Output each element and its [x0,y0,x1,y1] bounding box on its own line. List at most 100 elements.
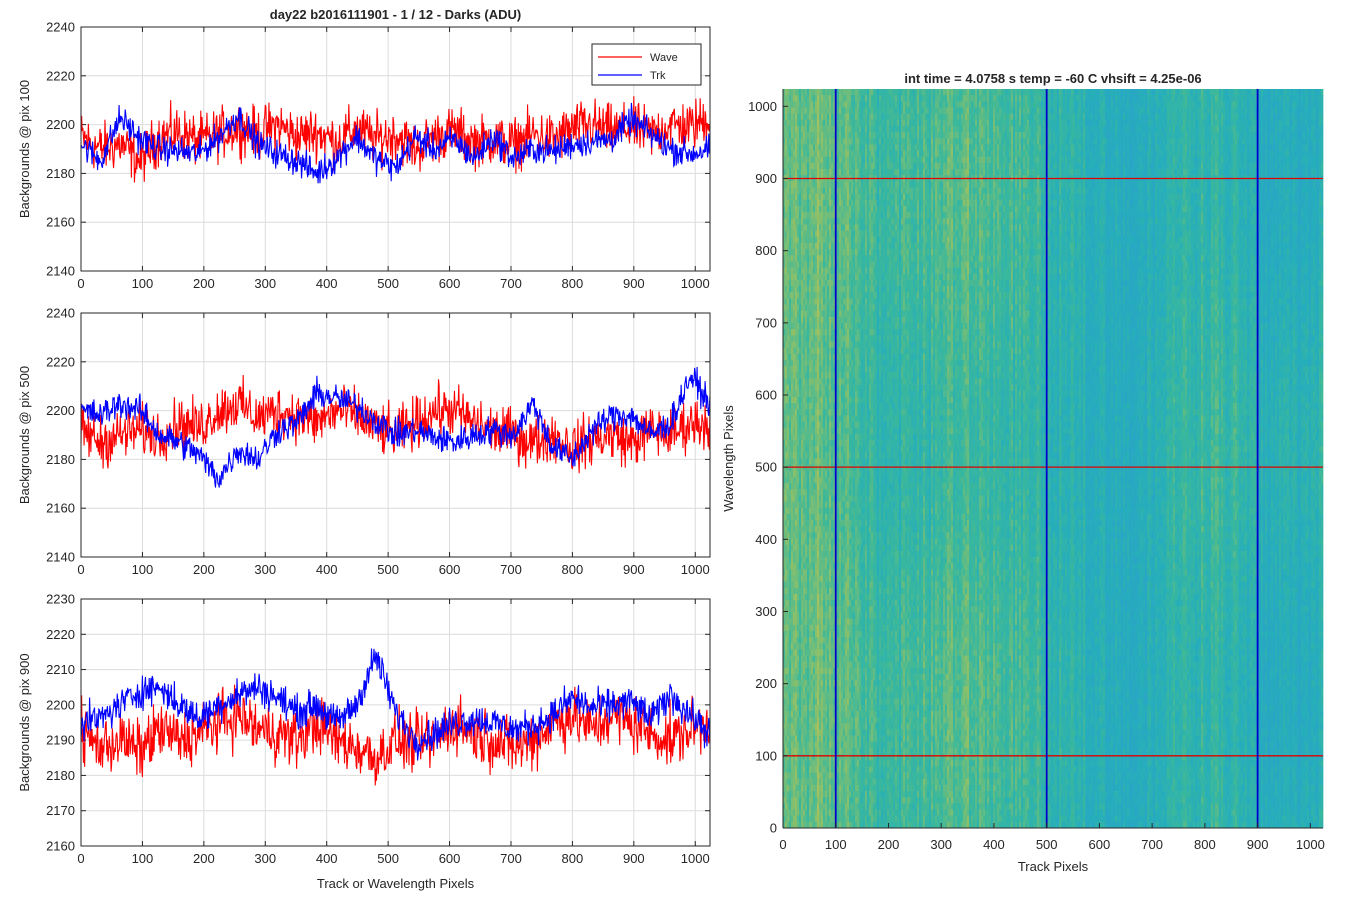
x-tick-label: 800 [1194,837,1216,852]
y-tick-label: 300 [755,604,777,619]
x-tick-label: 0 [77,562,84,577]
x-tick-label: 600 [439,851,461,866]
panel-pix-100: 0 100 200 300 400 500 600 700 800 900 1000 2140 2160… [17,20,711,291]
x-tick-label: 0 [77,276,84,291]
x-tick-label: 1000 [681,276,710,291]
y-tick-label: 2180 [46,452,75,467]
series-line-trk [81,648,710,761]
axes-frame [80,312,711,558]
heatmap-cells [783,89,1324,829]
y-axis-label: Backgrounds @ pix 100 [17,80,32,218]
y-tick-label: 2160 [46,501,75,516]
y-tick-label: 200 [755,676,777,691]
x-tick-label: 800 [562,851,584,866]
y-tick-label: 2200 [46,403,75,418]
x-tick-label: 300 [930,837,952,852]
x-tick-label: 400 [316,851,338,866]
y-axis-label: Wavelength Pixels [721,405,736,512]
x-tick-label: 600 [439,562,461,577]
x-tick-label: 800 [562,276,584,291]
legend-label-wave: Wave [650,52,678,64]
series-line-wave [81,684,710,786]
x-tick-label: 300 [254,851,276,866]
y-tick-label: 400 [755,532,777,547]
x-tick-label: 400 [316,562,338,577]
y-tick-label: 2200 [46,117,75,132]
x-tick-label: 900 [623,562,645,577]
x-tick-label: 500 [377,562,399,577]
x-tick-label: 500 [1036,837,1058,852]
y-tick-label: 2180 [46,768,75,783]
panels: 0 100 200 300 400 500 600 700 800 900 100021402160… [17,20,1325,892]
x-tick-label: 0 [77,851,84,866]
y-tick-label: 2160 [46,839,75,854]
series-line-trk [81,102,710,184]
x-tick-label: 200 [193,562,215,577]
x-tick-label: 800 [562,562,584,577]
x-tick-label: 500 [377,851,399,866]
x-tick-label: 300 [254,562,276,577]
x-tick-label: 700 [500,562,522,577]
y-tick-label: 2230 [46,592,75,607]
y-tick-label: 600 [755,387,777,402]
x-tick-label: 200 [878,837,900,852]
y-tick-label: 100 [755,748,777,763]
panel-pix-500: 0 100 200 300 400 500 600 700 800 900 1000 2140 2160… [17,306,711,577]
heatmap-title: int time = 4.0758 s temp = -60 C vhsift … [904,71,1201,86]
x-tick-label: 700 [500,276,522,291]
x-tick-label: 1000 [1296,837,1325,852]
x-tick-label: 200 [193,276,215,291]
x-tick-label: 0 [779,837,786,852]
panel-pix-900: 0 100 200 300 400 500 600 700 800 900 1000 2160 2170… [17,592,711,891]
series-line-trk [81,366,710,488]
y-tick-label: 2220 [46,68,75,83]
y-tick-label: 2160 [46,215,75,230]
x-tick-label: 1000 [681,562,710,577]
y-axis-label: Backgrounds @ pix 500 [17,366,32,504]
y-tick-label: 2190 [46,733,75,748]
x-axis-label: Track or Wavelength Pixels [317,876,475,891]
figure-title: day22 b2016111901 - 1 / 12 - Darks (ADU) [270,7,521,22]
x-tick-label: 100 [132,562,154,577]
x-tick-label: 300 [254,276,276,291]
x-tick-label: 100 [825,837,847,852]
y-tick-label: 2180 [46,166,75,181]
y-tick-label: 2200 [46,697,75,712]
y-tick-label: 900 [755,171,777,186]
x-tick-label: 100 [132,276,154,291]
y-tick-label: 2170 [46,803,75,818]
y-tick-label: 800 [755,243,777,258]
y-tick-label: 500 [755,460,777,475]
x-axis-label: Track Pixels [1018,859,1089,874]
axes-frame [80,598,711,847]
y-tick-label: 0 [770,821,777,836]
x-tick-label: 500 [377,276,399,291]
y-tick-label: 2140 [46,264,75,279]
y-tick-label: 2210 [46,662,75,677]
x-tick-label: 200 [193,851,215,866]
x-tick-label: 900 [623,276,645,291]
x-tick-label: 1000 [681,851,710,866]
x-tick-label: 700 [500,851,522,866]
y-axis-label: Backgrounds @ pix 900 [17,653,32,791]
y-tick-label: 2220 [46,627,75,642]
y-tick-label: 2240 [46,20,75,35]
x-tick-label: 700 [1141,837,1163,852]
x-tick-label: 400 [316,276,338,291]
legend-box [591,43,702,86]
y-tick-label: 2220 [46,354,75,369]
series-line-wave [81,96,710,183]
legend-label-trk: Trk [650,70,666,82]
x-tick-label: 100 [132,851,154,866]
x-tick-label: 400 [983,837,1005,852]
x-tick-label: 900 [623,851,645,866]
y-tick-label: 1000 [748,99,777,114]
y-tick-label: 700 [755,315,777,330]
legend: Wave Trk [591,43,702,86]
axes-frame [80,26,711,272]
x-tick-label: 600 [1089,837,1111,852]
y-tick-label: 2240 [46,306,75,321]
x-tick-label: 900 [1247,837,1269,852]
y-tick-label: 2140 [46,550,75,565]
